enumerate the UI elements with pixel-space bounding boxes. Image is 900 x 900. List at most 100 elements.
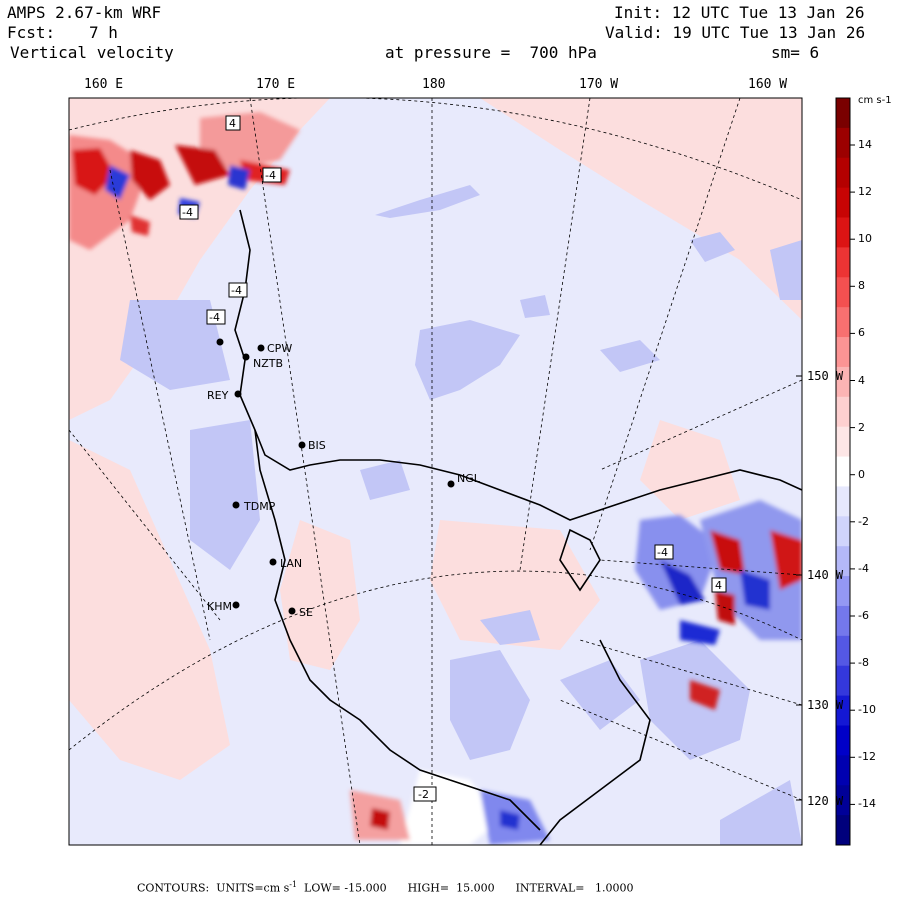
colorbar-segment [836,665,850,697]
colorbar-segment [836,785,850,816]
lat-ticks [796,375,802,801]
colorbar-tick-label: 14 [858,138,872,151]
colorbar-segment [836,456,850,487]
colorbar-segment [836,127,850,159]
negative-velocity-fields [120,185,802,845]
contour-label-boxes: 4 -4 -4 -4 -4 4 -4 -2 [179,115,727,802]
colorbar [836,98,855,846]
station-marker [234,390,242,398]
init-time: Init: 12 UTC Tue 13 Jan 26 [614,3,865,22]
station-label: NGL [457,472,481,485]
coastlines [234,209,802,845]
lat-label-150w: 150 W [807,369,844,383]
colorbar-segment [836,725,850,756]
contour-box-text: 4 [715,579,722,592]
station-label: REY [207,389,229,402]
colorbar-units: cm s-1 [858,95,892,106]
colorbar-tick-label: 10 [858,232,872,246]
colorbar-segment [836,157,850,189]
lon-label-170e: 170 E [256,77,296,92]
station-label: BIS [308,439,326,452]
station-label: TDMP [243,500,276,513]
colorbar-tick-label: 6 [858,326,865,340]
lon-label-160e: 160 E [84,77,124,92]
lat-label-140w: 140 W [807,568,844,582]
colorbar-tick-label: 4 [858,373,865,387]
smoothing-value: sm= 6 [771,43,820,62]
stations: CPW NZTB REY BIS NGL TDMP LAN KHM SE [207,338,481,619]
footer-units: CONTOURS: UNITS=cm s [137,881,290,895]
station-marker [232,501,240,509]
contour-box-text: 4 [229,117,236,130]
colorbar-tick-label: -12 [858,750,876,764]
contour-box-text: -4 [182,206,193,219]
colorbar-segment [836,576,850,607]
colorbar-segment [836,366,850,398]
footer-units-exp: -1 [289,880,298,889]
colorbar-tick-label: -6 [858,609,869,622]
colorbar-segment [836,426,850,458]
contour-box-text: -4 [209,311,220,324]
field-name: Vertical velocity [10,43,174,62]
colorbar-units-text: cm s-1 [858,95,892,106]
colorbar-tick-label: -8 [858,656,869,670]
contour-footer: CONTOURS: UNITS=cm s-1 LOW= -15.000 HIGH… [137,880,633,895]
colorbar-segment [836,605,850,637]
fcst-label: Fcst: [7,23,56,42]
colorbar-segment [836,755,850,786]
colorbar-segment [836,187,850,219]
colorbar-tick-label: 0 [858,467,865,481]
colorbar-segment [836,98,850,129]
lat-label-130w: 130 W [807,698,844,712]
lon-label-180: 180 [422,77,446,92]
contour-box-text: -2 [418,788,429,801]
colorbar-segment [836,815,850,846]
station-marker [298,441,306,449]
contour-box-text: -4 [231,284,242,297]
colorbar-tick-label: 12 [858,185,872,199]
colorbar-tick-label: -2 [858,514,869,528]
station-marker [257,344,265,352]
colorbar-segment [836,247,850,278]
lon-label-170w: 170 W [579,77,619,92]
colorbar-tick-label: -14 [858,797,876,811]
contour-box-text: -4 [265,169,276,182]
station-marker [216,338,224,346]
contour-box-text: -4 [657,546,668,559]
lat-label-120w: 120 W [807,794,844,808]
station-label: CPW [267,342,292,355]
map-frame [68,97,803,846]
station-label: KHM [207,600,232,613]
colorbar-tick-label: -10 [858,703,876,717]
station-label: NZTB [253,357,283,370]
lon-label-160w: 160 W [748,77,788,92]
colorbar-segment [836,516,850,547]
fcst-value: 7 h [89,23,118,42]
colorbar-tick-label: -4 [858,561,869,575]
colorbar-tick-label: 8 [858,279,865,293]
station-marker [288,607,296,615]
colorbar-segment [836,337,850,368]
footer-range: LOW= -15.000 HIGH= 15.000 INTERVAL= 1.00… [297,881,634,895]
colorbar-frame [835,97,851,846]
pressure-level: at pressure = 700 hPa [385,43,597,62]
model-title: AMPS 2.67-km WRF [7,3,162,22]
station-marker [269,558,277,566]
colorbar-segment [836,695,850,726]
colorbar-tick-label: 2 [858,420,865,434]
colorbar-segment [836,396,850,428]
station-marker [447,480,455,488]
station-label: LAN [280,557,302,570]
colorbar-segment [836,635,850,667]
station-label: SE [299,606,313,619]
colorbar-segment [836,277,850,308]
valid-time: Valid: 19 UTC Tue 13 Jan 26 [605,23,866,42]
strong-updraft-zone [69,112,300,250]
station-marker [242,353,250,361]
station-marker [232,601,240,609]
colorbar-segment [836,546,850,577]
colorbar-segment [836,486,850,517]
colorbar-segment [836,307,850,338]
colorbar-segment [836,217,850,248]
